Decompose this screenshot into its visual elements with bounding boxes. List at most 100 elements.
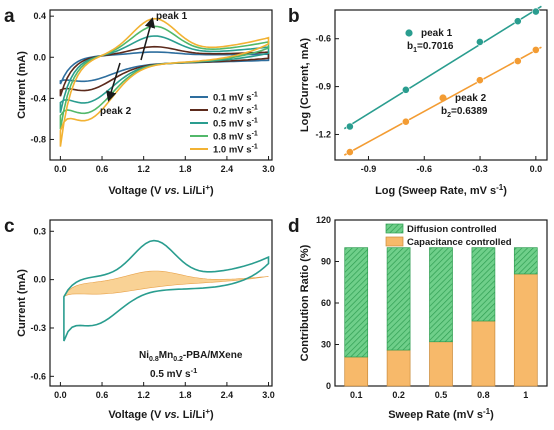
panel-c-xlabel: Voltage (V vs. Li/Li+) <box>108 407 214 421</box>
panel-a-cv-curve-3 <box>59 25 270 130</box>
panel-d: d 0 30 60 90 120 0.1 0.2 0.5 0.8 1 Contribution R… <box>288 215 548 421</box>
panel-a-ytick-label: -0.8 <box>30 134 46 144</box>
panel-a-axes: 0.0 0.6 1.2 1.8 2.4 3.0 0.4 0.0 -0.4 -0.8 <box>30 11 274 174</box>
panel-a-ylabel: Current (mA) <box>16 51 28 119</box>
panel-a-legend: 0.1 mV s-10.2 mV s-10.5 mV s-10.8 mV s-1… <box>190 92 258 156</box>
panel-b-point <box>401 117 410 126</box>
panel-c-xtick-label: 0.0 <box>54 390 67 400</box>
panel-b-point <box>475 76 484 85</box>
panel-c-xtick-label: 2.4 <box>221 390 234 400</box>
panel-b-xtick-label: -0.6 <box>417 164 433 174</box>
panel-b-point <box>531 45 540 54</box>
panel-b-point <box>345 148 354 156</box>
panel-d-xtick-label: 0.8 <box>477 390 490 400</box>
panel-b-ytick-label: -0.6 <box>315 34 331 44</box>
panel-d-bar-diffusion <box>386 247 411 351</box>
panel-c-ylabel: Current (mA) <box>16 269 28 337</box>
panel-c-material-label: Ni0.8Mn0.2-PBA/MXene <box>139 350 243 363</box>
panel-d-bar-capacitance <box>386 349 411 387</box>
panel-b-point <box>513 57 522 65</box>
panel-d-bar-capacitance <box>513 273 538 387</box>
panel-d-ylabel: Contribution Ratio (%) <box>299 244 311 361</box>
panel-b-ytick-label: -0.9 <box>315 82 331 92</box>
panel-a-legend-label: 0.2 mV s-1 <box>213 105 258 117</box>
panel-a-xtick-label: 0.6 <box>96 164 109 174</box>
panel-a-xtick-label: 1.8 <box>179 164 192 174</box>
panel-c-ytick-label: -0.6 <box>30 371 46 381</box>
panel-b-xtick-label: -0.3 <box>472 164 488 174</box>
panel-a-legend-label: 0.1 mV s-1 <box>213 92 258 104</box>
peak1-arrow <box>140 17 156 61</box>
panel-c-ytick-label: -0.3 <box>30 323 46 333</box>
panel-d-legend-label: Capacitance controlled <box>407 237 512 248</box>
panel-a-cv-curve-0 <box>59 51 270 85</box>
panel-d-legend-swatch <box>385 223 404 234</box>
panel-c-cv-curve <box>63 239 270 342</box>
panel-a-letter: a <box>4 6 15 27</box>
panel-b-legend-marker <box>439 94 447 102</box>
panel-c-frame <box>49 219 273 387</box>
panel-b-point <box>345 122 354 131</box>
panel-a-peak2-label: peak 2 <box>100 106 132 117</box>
panel-a-cv-curve-1 <box>59 45 270 97</box>
panel-b-ylabel: Log (Current, mA) <box>299 38 311 132</box>
panel-a-cv-curve-4 <box>59 17 270 147</box>
panel-c-ytick-label: 0.0 <box>33 275 46 285</box>
panel-b-point <box>531 7 540 16</box>
panel-d-ytick-label: 30 <box>321 340 331 350</box>
panel-b-slope-label: b2=0.6389 <box>441 106 488 119</box>
panel-b-xlabel: Log (Sweep Rate, mV s-1) <box>375 183 507 197</box>
panel-d-xtick-label: 0.5 <box>435 390 448 400</box>
panel-a: a 0.0 0.6 1.2 1.8 2.4 3.0 0.4 0.0 -0.4 -0.8 Curre… <box>4 6 275 197</box>
panel-d-bar-diffusion <box>513 247 538 275</box>
panel-a-ytick-label: 0.4 <box>33 11 46 21</box>
panel-d-legend-swatch <box>385 236 404 247</box>
panel-a-ytick-label: 0.0 <box>33 52 46 62</box>
panel-d-xtick-label: 0.1 <box>350 390 363 400</box>
panel-b-point <box>401 85 410 94</box>
panel-d-xtick-label: 1 <box>523 390 528 400</box>
panel-d-bar-diffusion <box>429 247 453 343</box>
panel-b-marks <box>343 5 542 156</box>
panel-a-xtick-label: 2.4 <box>221 164 234 174</box>
panel-a-xtick-label: 1.2 <box>137 164 150 174</box>
panel-b: b -0.9 -0.6 -0.3 0.0 -0.6 -0.9 -1.2 Log (Curre… <box>288 5 548 197</box>
panel-b-legend: peak 1 b1=0.7016 peak 2 b2=0.6389 <box>405 28 488 119</box>
panel-d-xtick-label: 0.2 <box>392 390 405 400</box>
panel-c-curves <box>63 239 270 342</box>
panel-a-cv-curve-2 <box>59 35 270 113</box>
panel-c-ytick-label: 0.3 <box>33 226 46 236</box>
panel-b-slope-label: b1=0.7016 <box>407 41 454 54</box>
panel-b-ytick-label: -1.2 <box>315 129 331 139</box>
panel-b-point <box>475 38 484 46</box>
panel-b-frame <box>334 9 548 161</box>
panel-c-letter: c <box>4 216 15 237</box>
panel-d-bar-diffusion <box>344 247 369 358</box>
panel-d-bar-capacitance <box>344 356 369 387</box>
panel-d-bar-capacitance <box>429 341 453 387</box>
panel-b-legend-marker <box>405 29 413 37</box>
panel-b-xtick-label: -0.9 <box>361 164 377 174</box>
panel-c-xtick-label: 1.2 <box>137 390 150 400</box>
panel-c-capacitive-area <box>63 270 269 297</box>
panel-d-legend-label: Diffusion controlled <box>407 224 497 235</box>
panel-d-ytick-label: 90 <box>321 257 331 267</box>
panel-b-legend-label: peak 1 <box>421 28 453 39</box>
panel-b-point <box>513 17 522 26</box>
panel-a-peak1-label: peak 1 <box>156 11 188 22</box>
panel-b-letter: b <box>288 6 300 27</box>
panel-c-rate-label: 0.5 mV s-1 <box>150 366 197 380</box>
panel-c-xtick-label: 3.0 <box>262 390 275 400</box>
panel-a-ytick-label: -0.4 <box>30 93 46 103</box>
panel-b-axes: -0.9 -0.6 -0.3 0.0 -0.6 -0.9 -1.2 <box>315 34 542 174</box>
panel-d-xlabel: Sweep Rate (mV s-1) <box>388 407 494 421</box>
panel-d-bar-diffusion <box>471 247 496 322</box>
peak2-arrow <box>106 62 121 102</box>
panel-c-xtick-label: 0.6 <box>96 390 109 400</box>
panel-c: c 0.0 0.6 1.2 1.8 2.4 3.0 0.3 0.0 -0.3 -0.6 Curre… <box>4 216 275 421</box>
panel-a-xlabel: Voltage (V vs. Li/Li+) <box>108 183 214 197</box>
panel-c-xtick-label: 1.8 <box>179 390 192 400</box>
panel-a-legend-label: 0.8 mV s-1 <box>213 131 258 143</box>
panel-a-frame <box>49 9 273 161</box>
